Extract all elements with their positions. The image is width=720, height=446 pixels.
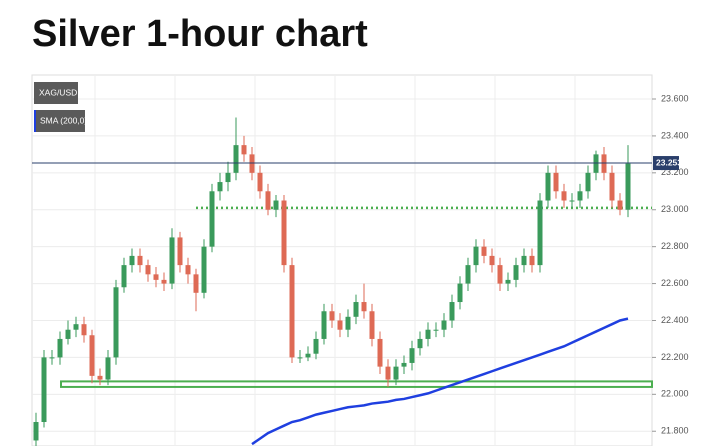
candle-body bbox=[625, 163, 631, 210]
candle-body bbox=[441, 320, 447, 330]
candle-body bbox=[225, 172, 231, 183]
candle-body bbox=[473, 246, 479, 266]
support-zone bbox=[60, 380, 653, 388]
candle-body bbox=[481, 246, 487, 256]
candle-body bbox=[369, 311, 375, 339]
candle-body bbox=[249, 154, 255, 173]
candle-body bbox=[161, 279, 167, 284]
candle-body bbox=[209, 191, 215, 247]
candle-body bbox=[81, 324, 87, 336]
candle-body bbox=[385, 366, 391, 380]
candle-body bbox=[185, 265, 191, 275]
candle-body bbox=[257, 172, 263, 192]
candle-body bbox=[545, 172, 551, 201]
candle-body bbox=[297, 357, 303, 359]
candle-body bbox=[601, 154, 607, 173]
candle-body bbox=[217, 182, 223, 192]
candle-body bbox=[105, 357, 111, 380]
candle-body bbox=[529, 255, 535, 266]
candle-body bbox=[609, 172, 615, 201]
y-tick-label: 22.400 bbox=[661, 315, 689, 325]
candle-body bbox=[505, 279, 511, 284]
candle-body bbox=[425, 329, 431, 339]
y-tick-label: 21.800 bbox=[661, 426, 689, 436]
candle-body bbox=[137, 255, 143, 266]
candle-body bbox=[281, 200, 287, 266]
candle-body bbox=[393, 366, 399, 380]
legend-sma: SMA (200,0) bbox=[40, 115, 87, 125]
candle-body bbox=[537, 200, 543, 266]
price-label-box bbox=[653, 156, 679, 171]
candle-body bbox=[321, 311, 327, 339]
candle-body bbox=[153, 274, 159, 280]
candle-body bbox=[593, 154, 599, 173]
candle-body bbox=[449, 302, 455, 321]
candle-body bbox=[265, 191, 271, 210]
candle-body bbox=[289, 265, 295, 358]
candle-body bbox=[73, 324, 79, 330]
candle-body bbox=[361, 302, 367, 312]
candle-body bbox=[465, 265, 471, 284]
candle-body bbox=[489, 255, 495, 266]
candle-body bbox=[241, 145, 247, 155]
candle-body bbox=[33, 422, 39, 441]
candle-body bbox=[97, 375, 103, 380]
y-tick-label: 22.000 bbox=[661, 389, 689, 399]
candle-body bbox=[337, 320, 343, 330]
candle-body bbox=[553, 172, 559, 192]
y-tick-label: 23.000 bbox=[661, 204, 689, 214]
candle-body bbox=[513, 265, 519, 280]
candle-body bbox=[561, 191, 567, 201]
candle-body bbox=[41, 357, 47, 423]
y-tick-label: 22.600 bbox=[661, 278, 689, 288]
legend-box bbox=[34, 110, 85, 132]
y-tick-label: 23.200 bbox=[661, 167, 689, 177]
chart-title: Silver 1-hour chart bbox=[32, 13, 368, 55]
candle-body bbox=[273, 200, 279, 210]
candle-body bbox=[577, 191, 583, 201]
candle-body bbox=[585, 172, 591, 192]
candle-body bbox=[233, 145, 239, 173]
candle-body bbox=[521, 255, 527, 266]
candle-body bbox=[65, 329, 71, 339]
candle-body bbox=[129, 255, 135, 266]
candle-body bbox=[329, 311, 335, 321]
legend-box bbox=[34, 82, 78, 104]
y-tick-label: 22.200 bbox=[661, 352, 689, 362]
candle-body bbox=[433, 329, 439, 331]
candle-body bbox=[177, 237, 183, 266]
candle-body bbox=[121, 265, 127, 288]
candle-body bbox=[345, 316, 351, 330]
candle-body bbox=[145, 265, 151, 275]
legend-swatch bbox=[34, 110, 36, 132]
candle-body bbox=[497, 265, 503, 284]
price-label: 23.253 bbox=[656, 157, 682, 167]
candle-body bbox=[401, 362, 407, 367]
candle-body bbox=[169, 237, 175, 284]
legend-symbol: XAG/USD bbox=[39, 87, 77, 97]
candle-body bbox=[617, 200, 623, 210]
candle-body bbox=[457, 283, 463, 303]
candle-body bbox=[353, 302, 359, 317]
candle-body bbox=[409, 348, 415, 363]
plot-area bbox=[31, 74, 653, 446]
candle-body bbox=[569, 200, 575, 202]
y-tick-label: 23.400 bbox=[661, 130, 689, 140]
candle-body bbox=[89, 335, 95, 376]
y-tick-label: 22.800 bbox=[661, 241, 689, 251]
candle-body bbox=[377, 338, 383, 367]
candle-body bbox=[417, 338, 423, 349]
candle-body bbox=[201, 246, 207, 293]
y-tick-label: 23.600 bbox=[661, 93, 689, 103]
candle-body bbox=[113, 287, 119, 358]
candle-body bbox=[305, 353, 311, 358]
candle-body bbox=[193, 274, 199, 293]
candle-body bbox=[313, 338, 319, 354]
candle-body bbox=[49, 357, 55, 359]
sma-line bbox=[251, 317, 629, 446]
candle-body bbox=[57, 338, 63, 358]
